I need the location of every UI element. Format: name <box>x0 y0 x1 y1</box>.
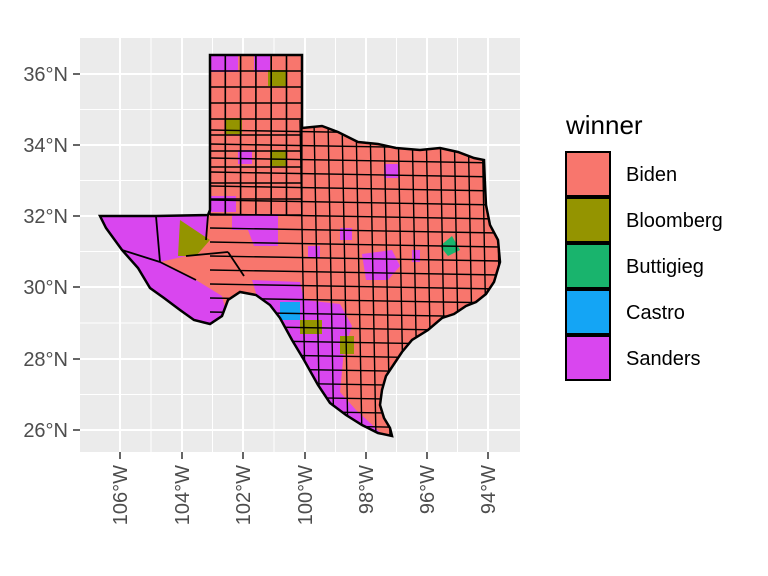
county-border <box>159 261 197 281</box>
legend-swatch-biden <box>565 151 611 197</box>
county-border <box>205 214 209 241</box>
legend: winner Biden Bloomberg Buttigieg Castro Sand… <box>565 110 723 381</box>
county-border <box>369 119 377 436</box>
legend-label-castro: Castro <box>626 302 685 324</box>
legend-title: winner <box>565 110 643 140</box>
y-tick-label: 26°N <box>23 420 68 442</box>
legend-swatch-bloomberg <box>565 197 611 243</box>
x-tick-label: 104°W <box>172 465 194 525</box>
region-bloomberg <box>226 118 242 134</box>
county-border <box>327 119 335 436</box>
legend-swatch-castro <box>565 289 611 335</box>
county-border <box>209 283 500 290</box>
region-sanders <box>308 246 320 258</box>
region-castro <box>280 302 300 320</box>
region-bloomberg <box>178 220 210 256</box>
county-border <box>121 249 161 263</box>
county-border <box>185 251 229 257</box>
y-tick-label: 28°N <box>23 349 68 371</box>
county-border <box>209 185 500 192</box>
texas-outline <box>97 53 502 438</box>
county-border <box>209 269 500 276</box>
region-bloomberg <box>340 336 354 354</box>
x-tick-label: 100°W <box>295 465 317 525</box>
county-border <box>209 157 500 164</box>
legend-swatch-buttigieg <box>565 243 611 289</box>
y-tick-label: 30°N <box>23 277 68 299</box>
region-sanders <box>238 150 252 164</box>
region-bloomberg <box>300 320 322 334</box>
county-border <box>341 119 349 436</box>
county-border <box>209 213 500 220</box>
county-border <box>209 227 500 234</box>
county-border <box>227 251 245 277</box>
y-tick-label: 36°N <box>23 64 68 86</box>
region-bloomberg <box>268 70 286 86</box>
region-sanders <box>232 214 278 246</box>
county-border <box>209 255 500 262</box>
legend-label-biden: Biden <box>626 164 677 186</box>
county-border <box>209 199 500 206</box>
legend-label-bloomberg: Bloomberg <box>626 210 723 232</box>
x-tick-label: 96°W <box>417 465 439 514</box>
region-sanders <box>254 55 270 72</box>
legend-items: Biden Bloomberg Buttigieg Castro Sanders <box>565 151 723 381</box>
legend-label-sanders: Sanders <box>626 348 701 370</box>
region-bloomberg <box>270 150 286 166</box>
y-tick-label: 34°N <box>23 135 68 157</box>
y-axis: 36°N 34°N 32°N 30°N 28°N 26°N <box>23 64 80 442</box>
x-tick-label: 106°W <box>110 465 132 525</box>
x-tick-label: 98°W <box>356 465 378 514</box>
x-axis: 106°W 104°W 102°W 100°W 98°W 96°W 94°W <box>110 452 500 525</box>
county-border <box>209 241 500 248</box>
legend-label-buttigieg: Buttigieg <box>626 256 704 278</box>
y-tick-label: 32°N <box>23 206 68 228</box>
x-tick-label: 94°W <box>478 465 500 514</box>
region-sanders <box>210 55 238 72</box>
county-border <box>155 215 161 263</box>
legend-swatch-sanders <box>565 335 611 381</box>
county-border <box>209 171 500 178</box>
county-border <box>355 119 363 436</box>
x-tick-label: 102°W <box>233 465 255 525</box>
